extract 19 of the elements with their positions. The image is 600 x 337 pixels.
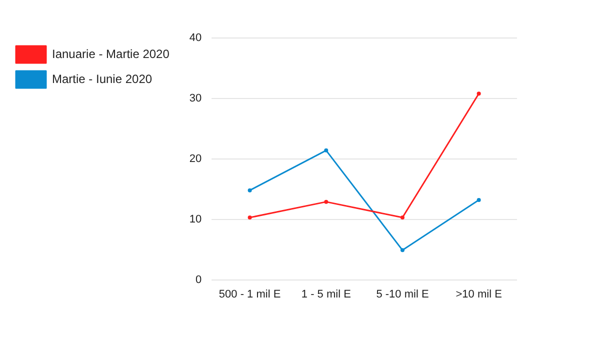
point <box>324 200 328 204</box>
x-tick-label: 5 -10 mil E <box>376 288 429 300</box>
y-tick-label: 20 <box>189 152 202 165</box>
x-tick-label: 1 - 5 mil E <box>301 288 351 300</box>
y-tick-label: 0 <box>196 274 202 286</box>
point <box>476 92 481 96</box>
legend-label: Martie - Iunie 2020 <box>52 72 152 86</box>
point <box>324 148 328 152</box>
y-tick-label: 40 <box>189 32 202 44</box>
point <box>400 248 404 252</box>
point <box>248 188 252 192</box>
point <box>476 198 481 202</box>
point <box>248 216 252 220</box>
y-tick-label: 30 <box>189 92 202 104</box>
x-tick-label: 500 - 1 mil E <box>218 288 281 300</box>
x-tick-label: >10 mil E <box>456 288 502 300</box>
legend-label: Ianuarie - Martie 2020 <box>52 46 170 61</box>
point <box>400 216 404 220</box>
y-tick-label: 10 <box>189 213 202 226</box>
